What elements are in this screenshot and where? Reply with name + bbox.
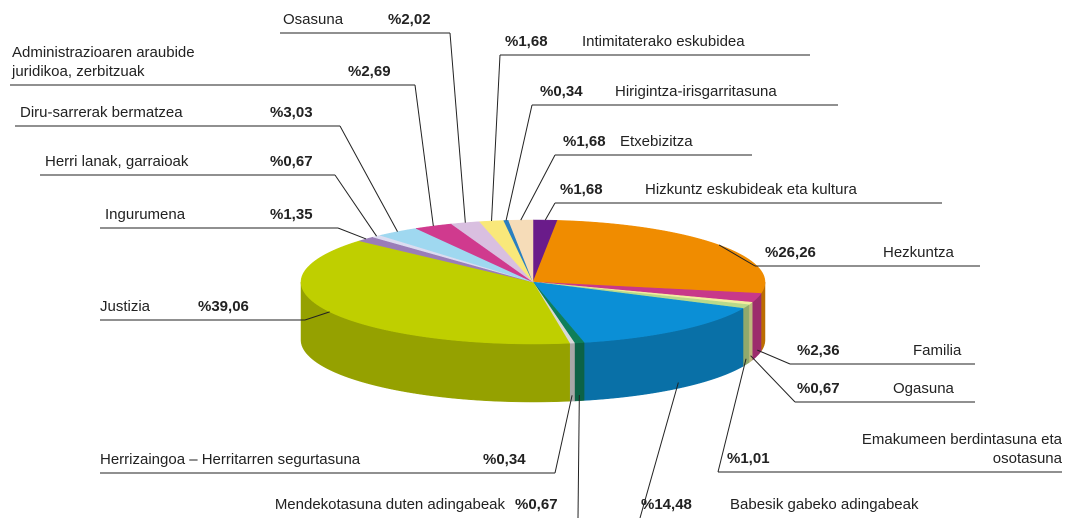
value-label: %1,68 bbox=[505, 33, 548, 50]
slice-side bbox=[569, 342, 575, 402]
slice bbox=[450, 221, 534, 283]
category-label: Diru-sarrerak bermatzea bbox=[20, 104, 183, 121]
leader-line bbox=[449, 32, 466, 223]
slice bbox=[300, 240, 571, 345]
value-label: %2,36 bbox=[797, 342, 840, 359]
category-label: Hirigintza-irisgarritasuna bbox=[615, 83, 777, 100]
slice-side bbox=[751, 292, 762, 361]
category-label: Hizkuntz eskubideak eta kultura bbox=[645, 181, 857, 198]
leader-line bbox=[577, 394, 580, 518]
leader-line bbox=[491, 54, 501, 222]
leader-line bbox=[520, 154, 556, 221]
category-label: Hezkuntza bbox=[883, 244, 954, 261]
value-label: %39,06 bbox=[198, 298, 249, 315]
category-label: Justizia bbox=[100, 298, 151, 315]
category-label: Emakumeen berdintasuna eta osotasuna bbox=[861, 431, 1062, 467]
slice bbox=[415, 223, 534, 283]
value-label: %26,26 bbox=[765, 244, 816, 261]
category-label: Herri lanak, garraioak bbox=[45, 153, 189, 170]
category-label: Intimitaterako eskubidea bbox=[582, 33, 745, 50]
leader-line bbox=[554, 395, 573, 474]
slice bbox=[479, 220, 534, 283]
value-label: %2,69 bbox=[348, 63, 391, 80]
leader-line bbox=[717, 358, 747, 473]
category-label: Babesik gabeko adingabeak bbox=[730, 496, 919, 513]
category-label: Osasuna bbox=[283, 11, 344, 28]
value-label: %0,34 bbox=[483, 451, 526, 468]
category-label: Etxebizitza bbox=[620, 133, 693, 150]
leader-line bbox=[304, 311, 330, 321]
leader-line bbox=[544, 202, 556, 221]
value-label: %0,67 bbox=[270, 153, 313, 170]
category-label: Familia bbox=[913, 342, 962, 359]
slice-side bbox=[748, 301, 753, 364]
leader-line bbox=[334, 174, 377, 237]
leader-line bbox=[339, 125, 398, 232]
slice bbox=[532, 281, 744, 343]
slice-side bbox=[574, 342, 585, 402]
value-label: %3,03 bbox=[270, 104, 313, 121]
value-label: %1,68 bbox=[560, 181, 603, 198]
leader-line bbox=[757, 349, 791, 365]
slice bbox=[532, 220, 766, 294]
value-label: %0,34 bbox=[540, 83, 583, 100]
category-label: Administrazioaren araubide juridikoa, ze… bbox=[12, 44, 195, 80]
leader-line bbox=[505, 104, 533, 221]
category-label: Mendekotasuna duten adingabeak bbox=[274, 496, 505, 513]
slice-side bbox=[742, 304, 750, 367]
category-label: Herrizaingoa – Herritarren segurtasuna bbox=[100, 451, 361, 468]
leader-line bbox=[718, 244, 756, 267]
leader-line bbox=[639, 382, 679, 518]
leader-line bbox=[750, 355, 796, 403]
value-label: %14,48 bbox=[641, 496, 692, 513]
value-label: %1,01 bbox=[727, 450, 770, 467]
value-label: %0,67 bbox=[515, 496, 558, 513]
category-label: Ogasuna bbox=[893, 380, 954, 397]
value-label: %1,35 bbox=[270, 206, 313, 223]
value-label: %2,02 bbox=[388, 11, 431, 28]
category-label: Ingurumena bbox=[105, 206, 186, 223]
leader-line bbox=[414, 84, 434, 227]
value-label: %0,67 bbox=[797, 380, 840, 397]
value-label: %1,68 bbox=[563, 133, 606, 150]
leader-line bbox=[337, 227, 367, 240]
